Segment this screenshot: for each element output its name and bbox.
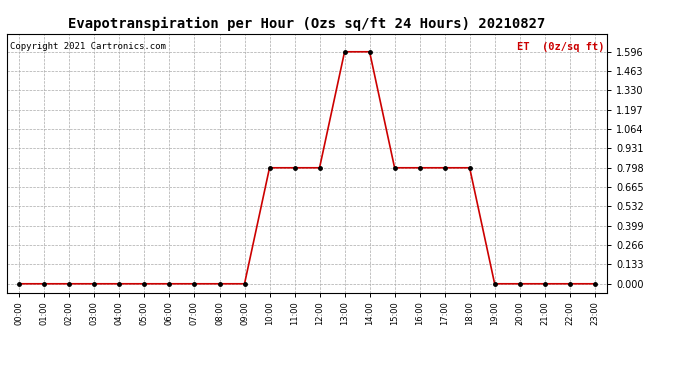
Text: ET  (0z/sq ft): ET (0z/sq ft) — [517, 42, 604, 51]
Text: Copyright 2021 Cartronics.com: Copyright 2021 Cartronics.com — [10, 42, 166, 51]
Title: Evapotranspiration per Hour (Ozs sq/ft 24 Hours) 20210827: Evapotranspiration per Hour (Ozs sq/ft 2… — [68, 17, 546, 31]
